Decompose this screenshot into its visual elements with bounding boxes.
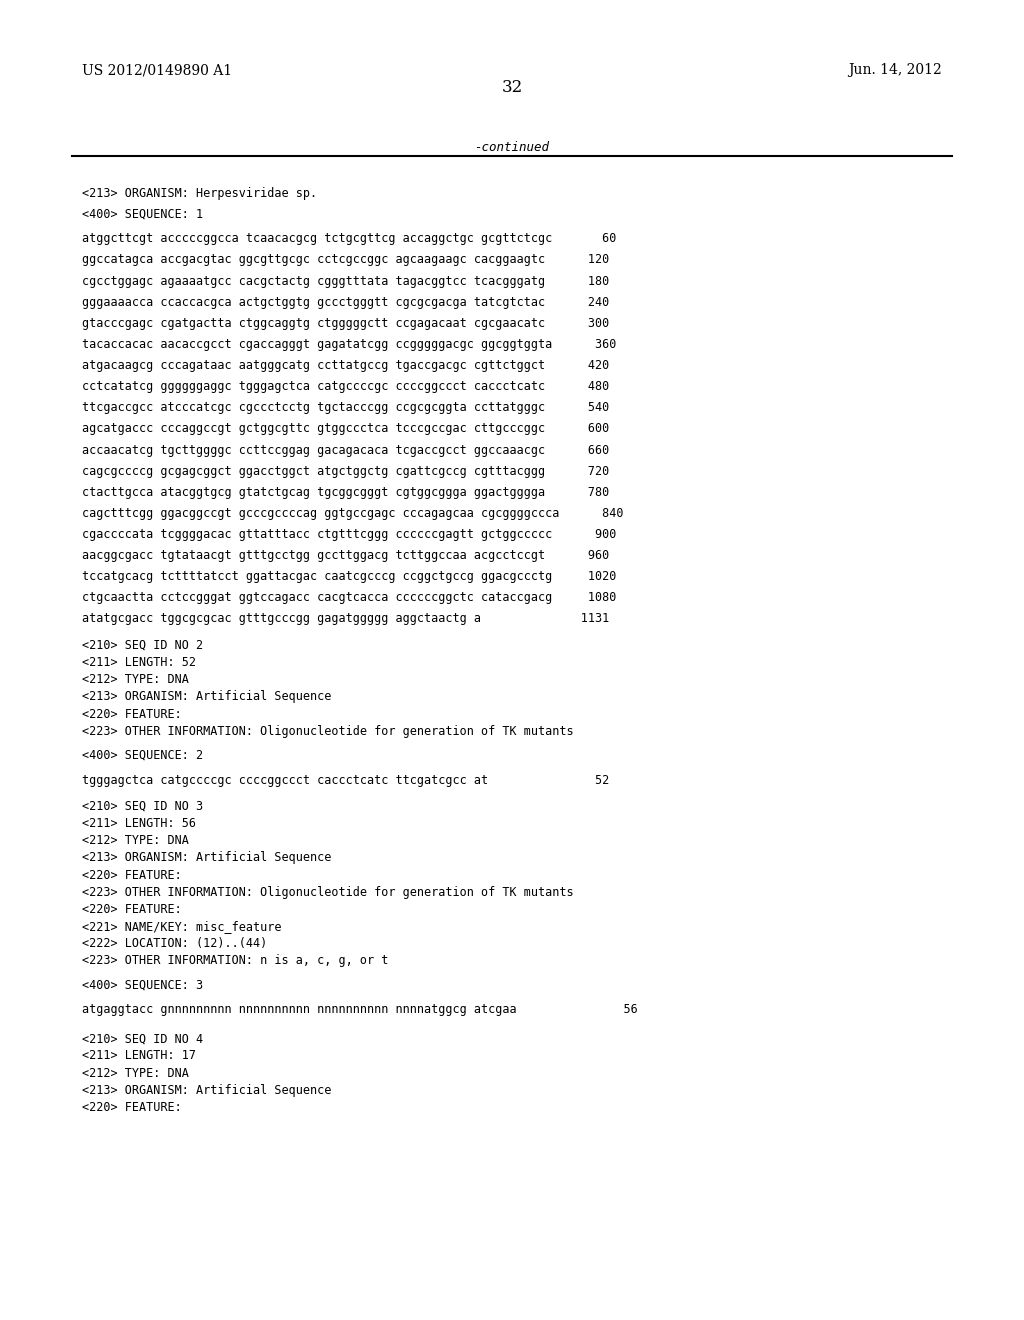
Text: <213> ORGANISM: Artificial Sequence: <213> ORGANISM: Artificial Sequence	[82, 1084, 332, 1097]
Text: atgaggtacc gnnnnnnnnn nnnnnnnnnn nnnnnnnnnn nnnnatggcg atcgaa               56: atgaggtacc gnnnnnnnnn nnnnnnnnnn nnnnnnn…	[82, 1003, 638, 1016]
Text: ctacttgcca atacggtgcg gtatctgcag tgcggcgggt cgtggcggga ggactgggga      780: ctacttgcca atacggtgcg gtatctgcag tgcggcg…	[82, 486, 609, 499]
Text: <210> SEQ ID NO 2: <210> SEQ ID NO 2	[82, 639, 203, 652]
Text: Jun. 14, 2012: Jun. 14, 2012	[848, 63, 942, 78]
Text: tccatgcacg tcttttatcct ggattacgac caatcgcccg ccggctgccg ggacgccctg     1020: tccatgcacg tcttttatcct ggattacgac caatcg…	[82, 570, 616, 583]
Text: <220> FEATURE:: <220> FEATURE:	[82, 903, 181, 916]
Text: <211> LENGTH: 52: <211> LENGTH: 52	[82, 656, 196, 669]
Text: <400> SEQUENCE: 3: <400> SEQUENCE: 3	[82, 978, 203, 991]
Text: cgaccccata tcggggacac gttatttacc ctgtttcggg ccccccgagtt gctggccccc      900: cgaccccata tcggggacac gttatttacc ctgtttc…	[82, 528, 616, 541]
Text: -continued: -continued	[474, 141, 550, 154]
Text: cagcgccccg gcgagcggct ggacctggct atgctggctg cgattcgccg cgtttacggg      720: cagcgccccg gcgagcggct ggacctggct atgctgg…	[82, 465, 609, 478]
Text: ctgcaactta cctccgggat ggtccagacc cacgtcacca ccccccggctc cataccgacg     1080: ctgcaactta cctccgggat ggtccagacc cacgtca…	[82, 591, 616, 605]
Text: atatgcgacc tggcgcgcac gtttgcccgg gagatggggg aggctaactg a              1131: atatgcgacc tggcgcgcac gtttgcccgg gagatgg…	[82, 612, 609, 626]
Text: atgacaagcg cccagataac aatgggcatg ccttatgccg tgaccgacgc cgttctggct      420: atgacaagcg cccagataac aatgggcatg ccttatg…	[82, 359, 609, 372]
Text: <220> FEATURE:: <220> FEATURE:	[82, 869, 181, 882]
Text: ggccatagca accgacgtac ggcgttgcgc cctcgccggc agcaagaagc cacggaagtc      120: ggccatagca accgacgtac ggcgttgcgc cctcgcc…	[82, 253, 609, 267]
Text: accaacatcg tgcttggggc ccttccggag gacagacaca tcgaccgcct ggccaaacgc      660: accaacatcg tgcttggggc ccttccggag gacagac…	[82, 444, 609, 457]
Text: gtacccgagc cgatgactta ctggcaggtg ctgggggctt ccgagacaat cgcgaacatc      300: gtacccgagc cgatgactta ctggcaggtg ctggggg…	[82, 317, 609, 330]
Text: <210> SEQ ID NO 3: <210> SEQ ID NO 3	[82, 800, 203, 813]
Text: <221> NAME/KEY: misc_feature: <221> NAME/KEY: misc_feature	[82, 920, 282, 933]
Text: tgggagctca catgccccgc ccccggccct caccctcatc ttcgatcgcc at               52: tgggagctca catgccccgc ccccggccct caccctc…	[82, 774, 609, 787]
Text: aacggcgacc tgtataacgt gtttgcctgg gccttggacg tcttggccaa acgcctccgt      960: aacggcgacc tgtataacgt gtttgcctgg gccttgg…	[82, 549, 609, 562]
Text: <213> ORGANISM: Artificial Sequence: <213> ORGANISM: Artificial Sequence	[82, 690, 332, 704]
Text: gggaaaacca ccaccacgca actgctggtg gccctgggtt cgcgcgacga tatcgtctac      240: gggaaaacca ccaccacgca actgctggtg gccctgg…	[82, 296, 609, 309]
Text: <223> OTHER INFORMATION: Oligonucleotide for generation of TK mutants: <223> OTHER INFORMATION: Oligonucleotide…	[82, 886, 573, 899]
Text: <210> SEQ ID NO 4: <210> SEQ ID NO 4	[82, 1032, 203, 1045]
Text: <212> TYPE: DNA: <212> TYPE: DNA	[82, 673, 188, 686]
Text: cagctttcgg ggacggccgt gcccgccccag ggtgccgagc cccagagcaa cgcggggccca      840: cagctttcgg ggacggccgt gcccgccccag ggtgcc…	[82, 507, 624, 520]
Text: <220> FEATURE:: <220> FEATURE:	[82, 708, 181, 721]
Text: atggcttcgt acccccggcca tcaacacgcg tctgcgttcg accaggctgc gcgttctcgc       60: atggcttcgt acccccggcca tcaacacgcg tctgcg…	[82, 232, 616, 246]
Text: <211> LENGTH: 17: <211> LENGTH: 17	[82, 1049, 196, 1063]
Text: ttcgaccgcc atcccatcgc cgccctcctg tgctacccgg ccgcgcggta ccttatgggc      540: ttcgaccgcc atcccatcgc cgccctcctg tgctacc…	[82, 401, 609, 414]
Text: <213> ORGANISM: Artificial Sequence: <213> ORGANISM: Artificial Sequence	[82, 851, 332, 865]
Text: <212> TYPE: DNA: <212> TYPE: DNA	[82, 834, 188, 847]
Text: <212> TYPE: DNA: <212> TYPE: DNA	[82, 1067, 188, 1080]
Text: cctcatatcg ggggggaggc tgggagctca catgccccgc ccccggccct caccctcatc      480: cctcatatcg ggggggaggc tgggagctca catgccc…	[82, 380, 609, 393]
Text: 32: 32	[502, 79, 522, 96]
Text: <400> SEQUENCE: 2: <400> SEQUENCE: 2	[82, 748, 203, 762]
Text: US 2012/0149890 A1: US 2012/0149890 A1	[82, 63, 232, 78]
Text: <213> ORGANISM: Herpesviridae sp.: <213> ORGANISM: Herpesviridae sp.	[82, 187, 317, 201]
Text: <223> OTHER INFORMATION: n is a, c, g, or t: <223> OTHER INFORMATION: n is a, c, g, o…	[82, 954, 388, 968]
Text: tacaccacac aacaccgcct cgaccagggt gagatatcgg ccgggggacgc ggcggtggta      360: tacaccacac aacaccgcct cgaccagggt gagatat…	[82, 338, 616, 351]
Text: <223> OTHER INFORMATION: Oligonucleotide for generation of TK mutants: <223> OTHER INFORMATION: Oligonucleotide…	[82, 725, 573, 738]
Text: <220> FEATURE:: <220> FEATURE:	[82, 1101, 181, 1114]
Text: cgcctggagc agaaaatgcc cacgctactg cgggtttata tagacggtcc tcacgggatg      180: cgcctggagc agaaaatgcc cacgctactg cgggttt…	[82, 275, 609, 288]
Text: <211> LENGTH: 56: <211> LENGTH: 56	[82, 817, 196, 830]
Text: <222> LOCATION: (12)..(44): <222> LOCATION: (12)..(44)	[82, 937, 267, 950]
Text: agcatgaccc cccaggccgt gctggcgttc gtggccctca tcccgccgac cttgcccggc      600: agcatgaccc cccaggccgt gctggcgttc gtggccc…	[82, 422, 609, 436]
Text: <400> SEQUENCE: 1: <400> SEQUENCE: 1	[82, 207, 203, 220]
